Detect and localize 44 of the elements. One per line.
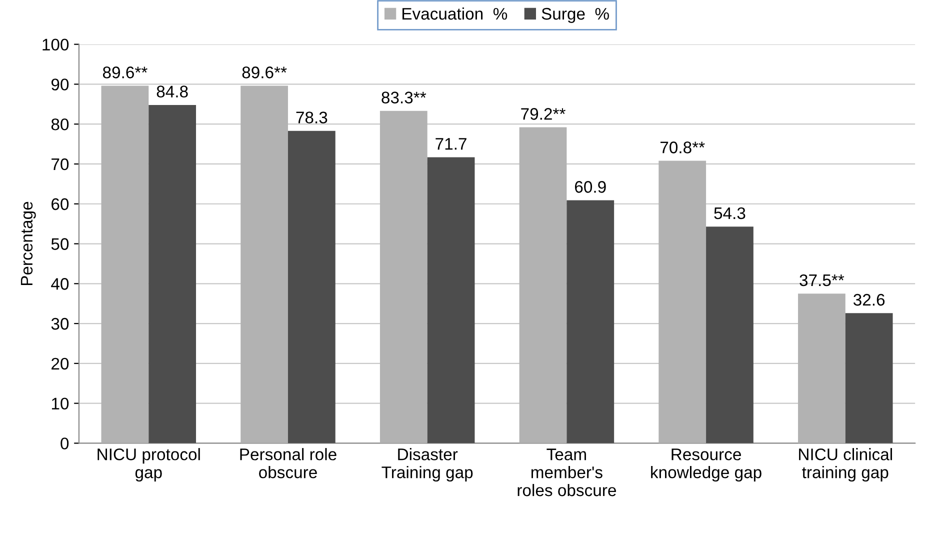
y-tick-label: 100 [42, 38, 69, 51]
y-tick-label: 80 [51, 118, 69, 130]
data-label: 70.8** [660, 142, 705, 154]
x-tick-label: Team member's roles obscure [518, 448, 616, 496]
y-tick-label: 90 [51, 78, 69, 90]
bar [240, 86, 288, 444]
data-label: 78.3 [296, 112, 328, 124]
bar [148, 104, 196, 444]
data-label: 83.3** [382, 92, 426, 104]
data-label: 84.8 [156, 86, 188, 98]
x-tick-label: Resource knowledge gap [651, 448, 762, 482]
data-label: 37.5** [800, 274, 844, 286]
y-tick-label: 70 [52, 158, 69, 170]
x-tick-label: Personal role obscure [240, 448, 336, 478]
bar [845, 313, 893, 444]
y-tick-label: 0 [60, 438, 69, 450]
bar [566, 200, 614, 444]
data-label: 32.6 [853, 294, 885, 306]
y-axis-title: Percentage [20, 202, 36, 286]
bar [427, 157, 475, 444]
y-tick-label: 60 [52, 198, 69, 210]
y-tick-label: 20 [52, 358, 69, 370]
x-tick-label: NICU protocol gap [98, 448, 200, 482]
legend-label: Surge % [542, 8, 609, 23]
bar [658, 160, 706, 444]
x-tick-label: Disaster Training gap [382, 448, 473, 482]
legend-label: Evacuation % [402, 7, 508, 20]
data-label: 89.6** [242, 66, 287, 78]
bar [519, 127, 567, 444]
y-tick-label: 40 [51, 278, 69, 290]
data-label: 89.6** [102, 66, 148, 78]
bar [101, 86, 149, 444]
data-label: 60.9 [575, 181, 606, 193]
y-tick-label: 30 [51, 318, 69, 330]
x-tick-label: NICU clinical training gap [799, 448, 892, 482]
data-label: 71.7 [436, 138, 466, 150]
bar [706, 226, 754, 444]
data-label: 54.3 [714, 207, 746, 220]
bar [380, 110, 428, 444]
bar [288, 130, 336, 444]
y-tick-label: 10 [52, 398, 69, 410]
bar [798, 294, 846, 444]
data-label: 79.2** [521, 108, 566, 120]
y-tick-label: 50 [51, 238, 69, 250]
